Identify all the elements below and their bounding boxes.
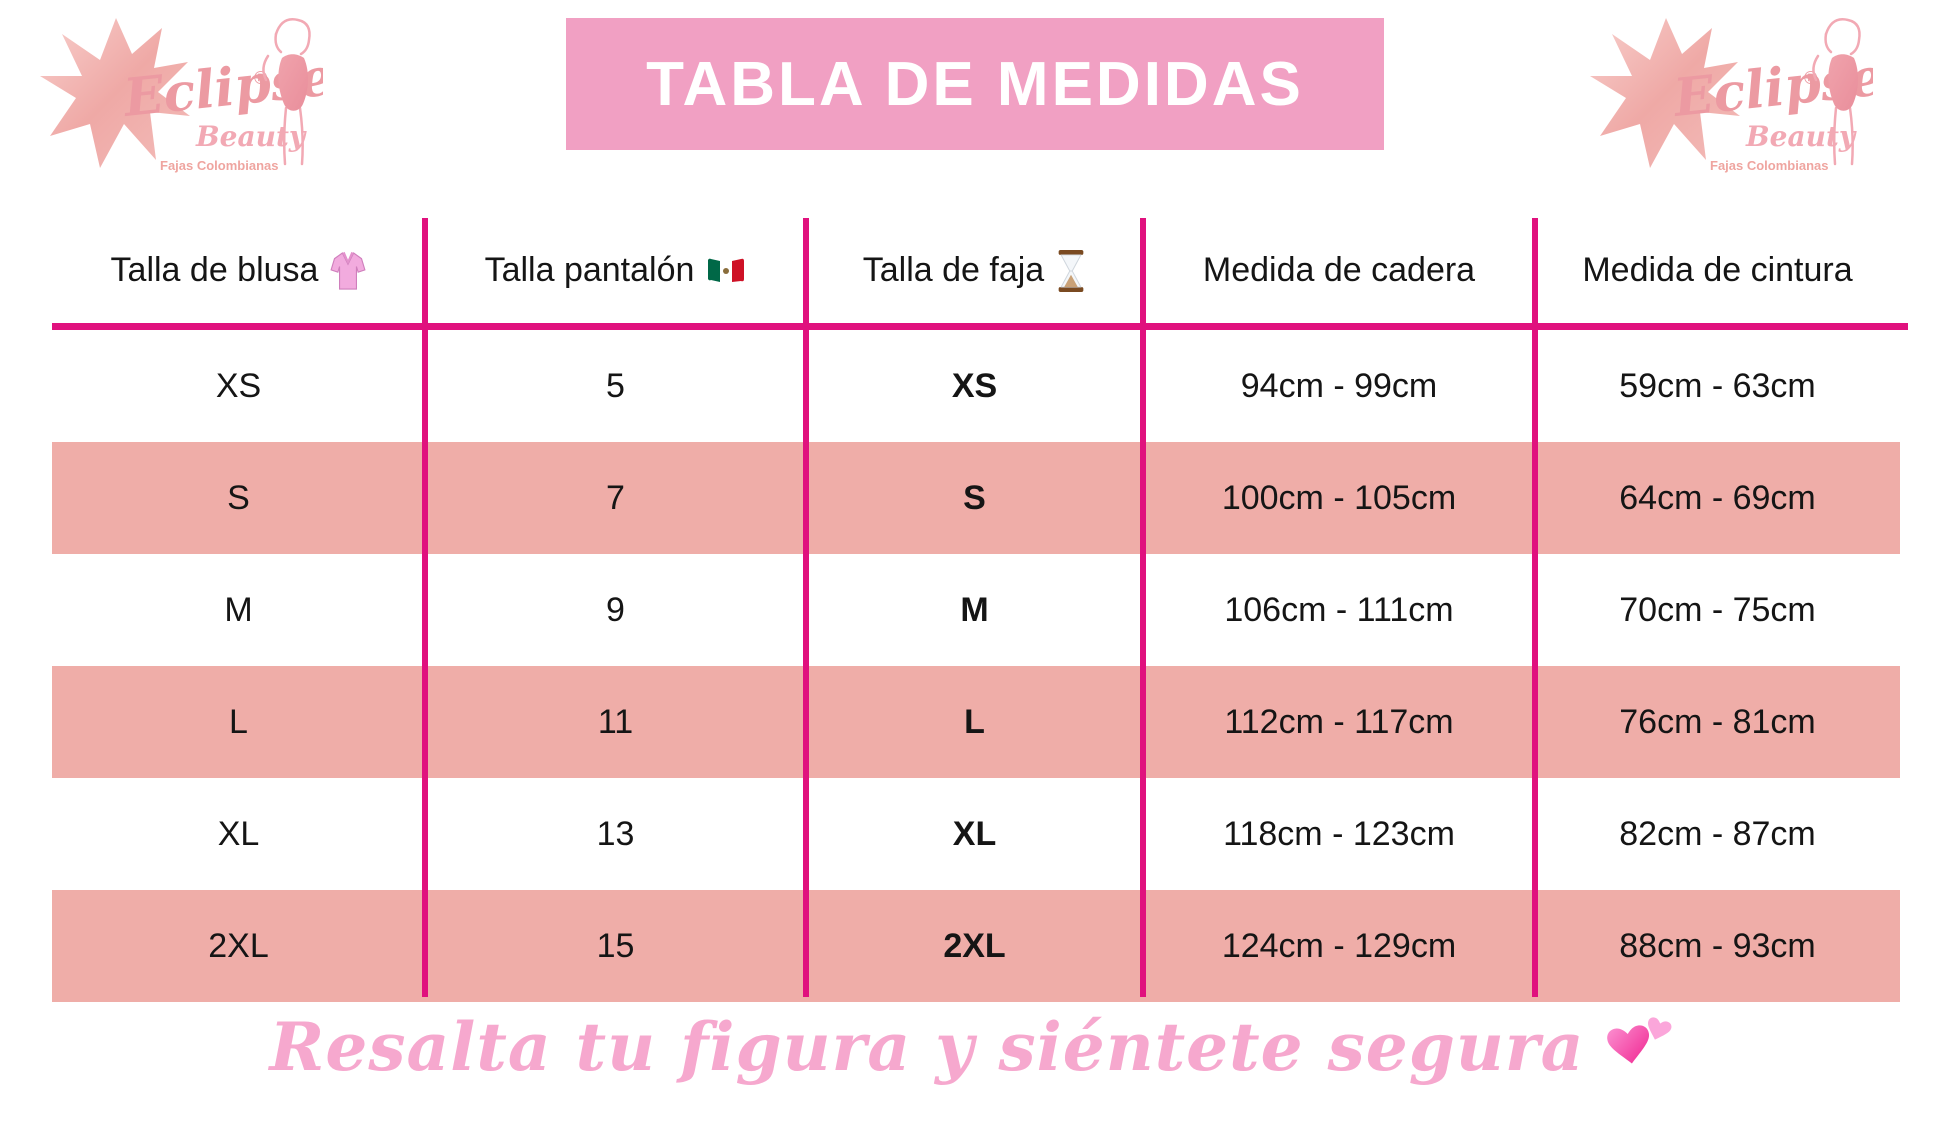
page-title: TABLA DE MEDIDAS <box>646 49 1304 119</box>
cell-pantalon: 15 <box>596 926 635 965</box>
cell-cintura: 59cm - 63cm <box>1619 366 1816 405</box>
size-table: Talla de blusa Talla pantalón <box>52 218 1908 1002</box>
cell-cadera: 124cm - 129cm <box>1221 926 1457 965</box>
cell-faja: L <box>964 702 985 741</box>
tagline: Resalta tu figura y siéntete segura <box>0 1008 1946 1086</box>
cell-pantalon: 13 <box>596 814 635 853</box>
column-divider <box>422 218 428 997</box>
logo-subword: Beauty <box>195 120 307 153</box>
cell-blusa: S <box>227 478 250 517</box>
cell-faja: M <box>960 590 989 629</box>
cell-cintura: 82cm - 87cm <box>1619 814 1816 853</box>
brand-logo-left: Eclipse ® Beauty Fajas Colombianas <box>38 12 336 174</box>
cell-cadera: 94cm - 99cm <box>1240 366 1438 405</box>
cell-faja: XL <box>952 814 997 853</box>
column-header-label: Medida de cintura <box>1582 251 1853 289</box>
cell-cadera: 100cm - 105cm <box>1221 478 1457 517</box>
mexico-flag-icon <box>706 257 746 285</box>
table-header-row: Talla de blusa Talla pantalón <box>52 218 1900 323</box>
cell-cintura: 64cm - 69cm <box>1619 478 1816 517</box>
tagline-text: Resalta tu figura y siéntete segura <box>269 1008 1585 1086</box>
cell-cadera: 106cm - 111cm <box>1224 590 1454 629</box>
column-header-faja: Talla de faja <box>806 249 1143 292</box>
eclipse-beauty-logo-icon: Eclipse ® Beauty Fajas Colombianas <box>40 18 336 173</box>
cell-pantalon: 11 <box>597 702 634 741</box>
bodysuit-shape <box>1828 54 1859 111</box>
column-header-label: Talla de blusa <box>110 251 319 289</box>
column-header-label: Talla pantalón <box>484 251 695 289</box>
column-divider <box>1140 218 1146 997</box>
logo-tagline: Fajas Colombianas <box>160 158 278 173</box>
table-row: M 9 M 106cm - 111cm 70cm - 75cm <box>52 554 1900 666</box>
cell-blusa: L <box>229 702 248 741</box>
column-header-cadera: Medida de cadera <box>1143 251 1535 290</box>
column-header-label: Medida de cadera <box>1202 251 1476 289</box>
header-divider <box>52 323 1908 330</box>
woman-silhouette <box>262 18 311 166</box>
title-banner: TABLA DE MEDIDAS <box>566 18 1384 150</box>
cell-faja: XS <box>951 366 998 405</box>
cell-cintura: 76cm - 81cm <box>1619 702 1816 741</box>
cell-cintura: 88cm - 93cm <box>1619 926 1816 965</box>
blouse-icon <box>330 250 367 292</box>
cell-pantalon: 7 <box>606 478 625 517</box>
table-row: XS 5 XS 94cm - 99cm 59cm - 63cm <box>52 330 1900 442</box>
woman-silhouette <box>1812 18 1861 166</box>
table-row: 2XL 15 2XL 124cm - 129cm 88cm - 93cm <box>52 890 1900 1002</box>
cell-blusa: XL <box>217 814 260 853</box>
cell-blusa: 2XL <box>208 926 269 965</box>
table-row: L 11 L 112cm - 117cm 76cm - 81cm <box>52 666 1900 778</box>
bodysuit-shape <box>278 54 309 111</box>
cell-blusa: XS <box>215 366 262 405</box>
column-header-blusa: Talla de blusa <box>52 250 425 292</box>
sunburst-shape <box>40 18 190 168</box>
table-row: S 7 S 100cm - 105cm 64cm - 69cm <box>52 442 1900 554</box>
two-hearts-icon <box>1602 1014 1676 1080</box>
cell-pantalon: 5 <box>606 366 625 405</box>
cell-cadera: 118cm - 123cm <box>1223 814 1455 853</box>
sunburst-shape <box>1590 18 1740 168</box>
cell-cintura: 70cm - 75cm <box>1619 590 1816 629</box>
column-divider <box>803 218 809 997</box>
cell-cadera: 112cm - 117cm <box>1224 702 1454 741</box>
hourglass-icon <box>1056 249 1086 292</box>
logo-tagline: Fajas Colombianas <box>1710 158 1828 173</box>
column-header-pantalon: Talla pantalón <box>425 251 806 290</box>
cell-pantalon: 9 <box>606 590 625 629</box>
cell-faja: S <box>963 478 986 517</box>
brand-logo-right: Eclipse ® Beauty Fajas Colombianas <box>1588 12 1886 174</box>
eclipse-beauty-logo-icon: Eclipse ® Beauty Fajas Colombianas <box>1590 18 1886 173</box>
column-divider <box>1532 218 1538 997</box>
cell-faja: 2XL <box>943 926 1006 965</box>
cell-blusa: M <box>224 590 253 629</box>
logo-subword: Beauty <box>1745 120 1857 153</box>
column-header-cintura: Medida de cintura <box>1535 251 1900 290</box>
table-row: XL 13 XL 118cm - 123cm 82cm - 87cm <box>52 778 1900 890</box>
column-header-label: Talla de faja <box>862 251 1045 289</box>
